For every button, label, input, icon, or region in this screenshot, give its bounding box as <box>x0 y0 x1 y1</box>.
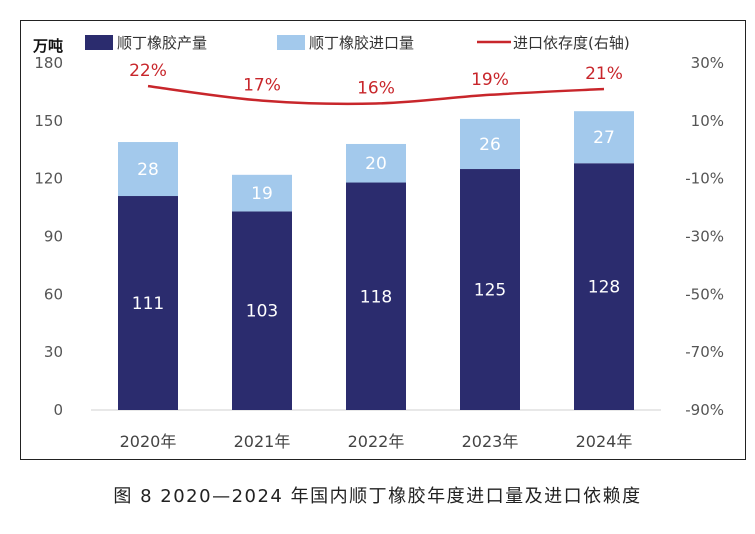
y-tick-label: 150 <box>34 112 63 130</box>
y-tick-label: 30 <box>44 343 63 361</box>
y-axis-unit: 万吨 <box>32 37 63 55</box>
x-tick-label: 2023年 <box>462 432 519 451</box>
bar-import <box>460 118 520 170</box>
bar-import <box>346 143 406 183</box>
bar-production <box>460 169 520 410</box>
y2-tick-label: -70% <box>685 343 724 361</box>
data-label-production: 118 <box>360 287 392 307</box>
chart-svg: 0 30 60 90 120 150 180 -90% -70% -50% -30% -10% 10% 3… <box>32 34 724 451</box>
dependency-line <box>147 84 605 106</box>
y2-tick-label: -30% <box>685 228 724 246</box>
bar-production <box>346 182 406 410</box>
data-label-import: 27 <box>593 128 615 148</box>
data-label-dependency: 16% <box>357 78 395 98</box>
chart-frame: 0 30 60 90 120 150 180 -90% -70% -50% -30% -10% 10% 3… <box>20 20 746 460</box>
y2-tick-label: -90% <box>685 401 724 419</box>
bar-production <box>232 211 292 410</box>
y-tick-label: 120 <box>34 170 63 188</box>
data-label-production: 111 <box>132 294 164 314</box>
legend-label-import: 顺丁橡胶进口量 <box>309 34 414 52</box>
data-label-dependency: 21% <box>585 64 623 84</box>
data-label-production: 128 <box>588 278 620 298</box>
legend-label-production: 顺丁橡胶产量 <box>117 34 207 52</box>
figure-caption: 图 8 2020—2024 年国内顺丁橡胶年度进口量及进口依赖度 <box>113 486 642 507</box>
data-label-dependency: 17% <box>243 76 281 96</box>
y2-tick-label: -50% <box>685 285 724 303</box>
y2-tick-label: 30% <box>691 54 724 72</box>
y-tick-label: 180 <box>34 54 63 72</box>
bar-import <box>118 142 178 197</box>
data-label-production: 103 <box>246 302 278 322</box>
data-label-dependency: 22% <box>129 61 167 81</box>
data-label-dependency: 19% <box>471 70 509 90</box>
data-label-import: 20 <box>365 154 387 174</box>
x-tick-label: 2021年 <box>234 432 291 451</box>
data-label-import: 26 <box>479 135 501 155</box>
bar-import <box>232 174 292 212</box>
y-tick-label: 90 <box>44 228 63 246</box>
data-label-production: 125 <box>474 281 506 301</box>
y-tick-label: 0 <box>53 401 63 419</box>
data-label-import: 28 <box>137 160 159 180</box>
legend-swatch-production <box>85 35 113 50</box>
legend-label-dependency: 进口依存度(右轴) <box>513 34 630 52</box>
y2-tick-label: -10% <box>685 170 724 188</box>
y-tick-label: 60 <box>44 285 63 303</box>
x-tick-label: 2024年 <box>576 432 633 451</box>
data-label-import: 19 <box>251 184 273 204</box>
bar-production <box>574 163 634 410</box>
legend-swatch-import <box>277 35 305 50</box>
x-tick-label: 2020年 <box>120 432 177 451</box>
bar-import <box>574 111 634 164</box>
y2-tick-label: 10% <box>691 112 724 130</box>
x-tick-label: 2022年 <box>348 432 405 451</box>
bar-production <box>118 196 178 410</box>
